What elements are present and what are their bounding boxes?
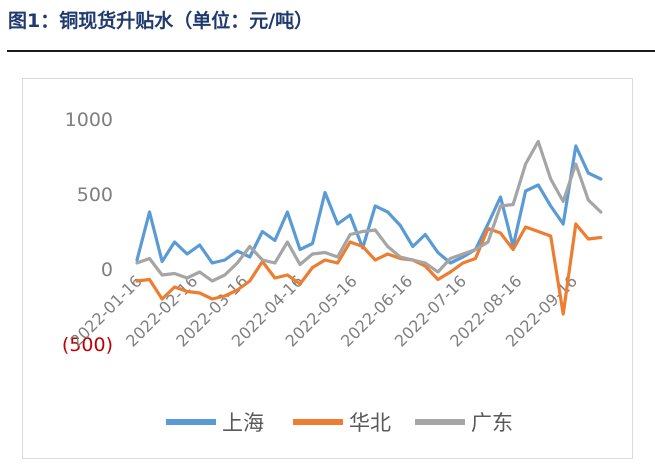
title-divider <box>7 50 655 52</box>
legend-label: 广东 <box>471 411 513 435</box>
series-line-1 <box>135 222 603 316</box>
y-tick-label: 0 <box>101 259 113 281</box>
chart-frame <box>22 78 633 459</box>
legend-label: 上海 <box>222 411 264 435</box>
x-axis: 2022-01-162022-02-162022-03-162022-04-16… <box>67 271 581 350</box>
legend-label: 华北 <box>349 411 391 435</box>
figure-title: 图1：铜现货升贴水（单位：元/吨） <box>8 10 314 32</box>
series-line-0 <box>135 144 603 265</box>
plot-area <box>135 139 603 316</box>
y-tick-label: 1000 <box>65 109 113 131</box>
y-tick-label: 500 <box>77 184 113 206</box>
y-axis: 1000 500 0 (500) <box>62 109 113 356</box>
legend: 上海 华北 广东 <box>166 411 513 435</box>
y-tick-label: (500) <box>62 334 113 356</box>
series-line-2 <box>135 139 603 283</box>
